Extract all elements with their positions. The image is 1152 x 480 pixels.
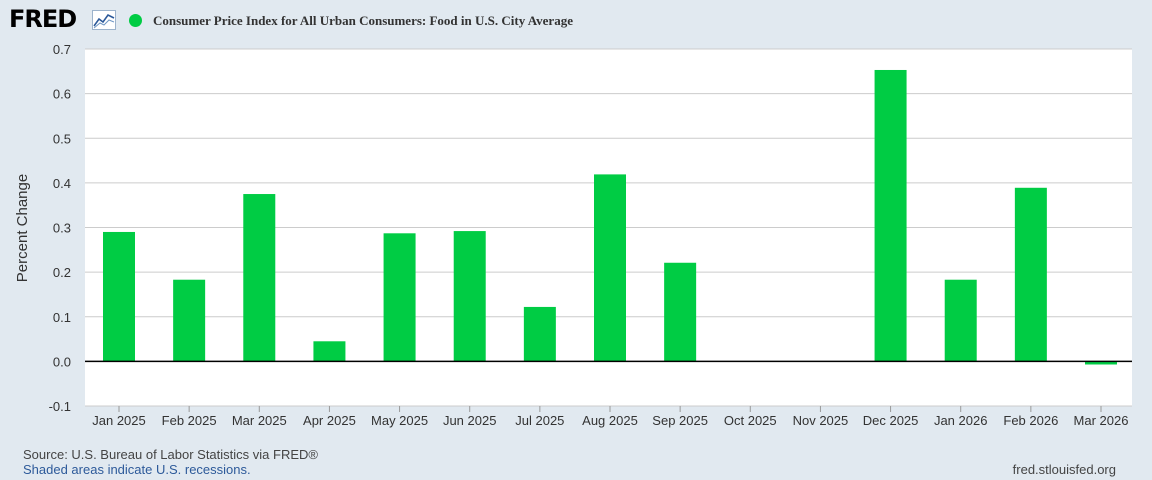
site-url: fred.stlouisfed.org	[1012, 462, 1116, 477]
x-tick-label: Jan 2025	[92, 413, 146, 428]
bar[interactable]	[383, 233, 416, 362]
x-axis-ticks: Jan 2025 Feb 2025 Mar 2025 Apr 2025 May 2025…	[92, 406, 1128, 428]
bar[interactable]	[944, 279, 977, 362]
line-chart-icon	[92, 10, 116, 30]
bar[interactable]	[313, 341, 346, 362]
legend-marker	[129, 14, 142, 27]
y-axis-label: Percent Change	[14, 174, 31, 282]
y-tick-label: 0.0	[53, 354, 71, 369]
y-tick-label: 0.2	[53, 265, 71, 280]
x-tick-label: Jul 2025	[515, 413, 564, 428]
recession-note: Shaded areas indicate U.S. recessions.	[23, 462, 251, 477]
x-tick-label: Aug 2025	[582, 413, 638, 428]
x-tick-label: Dec 2025	[863, 413, 919, 428]
x-tick-label: Jun 2025	[443, 413, 497, 428]
legend-series-title[interactable]: Consumer Price Index for All Urban Consu…	[153, 13, 573, 28]
y-tick-label: -0.1	[49, 399, 71, 414]
x-tick-label: Nov 2025	[793, 413, 849, 428]
bar[interactable]	[173, 279, 206, 362]
source-note: Source: U.S. Bureau of Labor Statistics …	[23, 447, 318, 462]
bar[interactable]	[523, 306, 556, 362]
bar[interactable]	[664, 262, 697, 362]
bar[interactable]	[453, 231, 486, 362]
x-tick-label: Jan 2026	[934, 413, 988, 428]
x-tick-label: Feb 2026	[1003, 413, 1058, 428]
y-tick-label: 0.3	[53, 221, 71, 236]
y-tick-label: 0.7	[53, 42, 71, 57]
x-tick-label: Oct 2025	[724, 413, 777, 428]
bar[interactable]	[103, 231, 135, 362]
bar[interactable]	[874, 69, 907, 362]
x-tick-label: Apr 2025	[303, 413, 356, 428]
x-tick-label: Feb 2025	[162, 413, 217, 428]
x-tick-label: Mar 2026	[1074, 413, 1129, 428]
y-axis-ticks: 0.7 0.6 0.5 0.4 0.3 0.2 0.1 0.0 -0.1	[49, 42, 71, 414]
bar[interactable]	[243, 194, 276, 362]
bar[interactable]	[1014, 187, 1047, 362]
x-tick-label: Mar 2025	[232, 413, 287, 428]
y-tick-label: 0.6	[53, 87, 71, 102]
bar[interactable]	[1085, 361, 1117, 365]
bar[interactable]	[594, 174, 626, 362]
y-tick-label: 0.4	[53, 176, 71, 191]
y-tick-label: 0.5	[53, 131, 71, 146]
y-tick-label: 0.1	[53, 310, 71, 325]
bars	[103, 69, 1117, 365]
fred-logo[interactable]: FRED	[9, 5, 77, 33]
x-tick-label: Sep 2025	[652, 413, 708, 428]
x-tick-label: May 2025	[371, 413, 428, 428]
